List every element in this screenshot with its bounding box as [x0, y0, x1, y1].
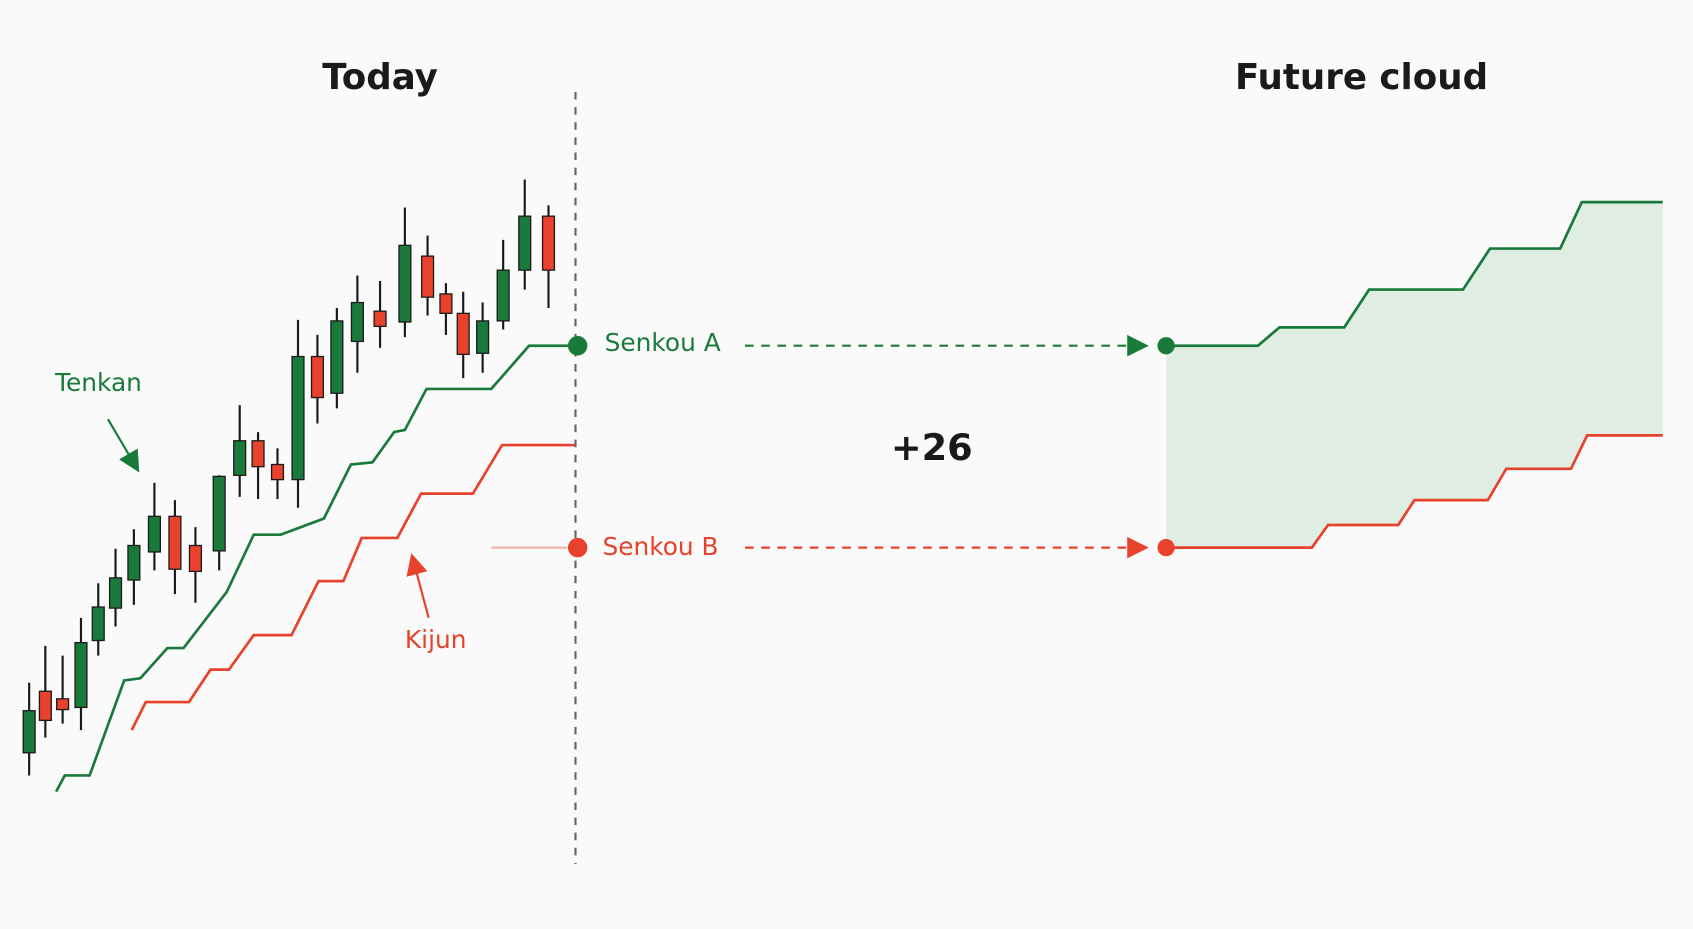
- future-b-dot: [1157, 539, 1175, 557]
- candle-body: [56, 698, 70, 711]
- senkou-a-label: Senkou A: [605, 328, 721, 357]
- candle-body: [108, 577, 123, 609]
- candle-body: [518, 215, 532, 271]
- kijun-label: Kijun: [405, 625, 467, 654]
- candle-body: [127, 544, 141, 581]
- future-senkou-b: [1166, 433, 1663, 549]
- candle-body: [38, 690, 52, 722]
- candle-body: [270, 463, 285, 481]
- future-title: Future cloud: [1235, 57, 1488, 98]
- kijun-pointer: [406, 553, 430, 619]
- candle-body: [398, 244, 412, 323]
- candle-body: [74, 642, 88, 709]
- candle-body: [310, 355, 325, 399]
- candle-body: [291, 355, 305, 481]
- candle-body: [168, 515, 182, 570]
- tenkan-pointer: [107, 418, 140, 473]
- candle-body: [188, 544, 203, 573]
- senkou-a-dot: [567, 336, 588, 356]
- candle-body: [496, 269, 510, 322]
- candles: [22, 179, 556, 776]
- tenkan-label: Tenkan: [54, 368, 142, 397]
- candle-body: [476, 320, 490, 354]
- future-senkou-a: [1166, 200, 1663, 348]
- candle-body: [420, 255, 435, 298]
- today-title: Today: [322, 57, 438, 98]
- candle-body: [373, 310, 387, 327]
- candle-body: [456, 312, 470, 356]
- senkou-b-label: Senkou B: [602, 532, 718, 561]
- future-a-dot: [1157, 337, 1175, 355]
- candle-body: [212, 475, 226, 552]
- candle-body: [439, 293, 453, 314]
- tenkan-line: [54, 344, 576, 793]
- candle-body: [330, 320, 344, 394]
- candle-body: [233, 440, 247, 476]
- future-cloud: [1166, 202, 1663, 548]
- candle-body: [91, 606, 105, 642]
- candle-body: [541, 215, 556, 271]
- kijun-line: [130, 443, 575, 731]
- candle-body: [350, 301, 364, 343]
- senkou-b-dot: [567, 537, 588, 558]
- candle-body: [22, 710, 36, 754]
- candle-body: [147, 515, 161, 553]
- candle-body: [251, 440, 265, 468]
- shift-label: +26: [891, 426, 973, 469]
